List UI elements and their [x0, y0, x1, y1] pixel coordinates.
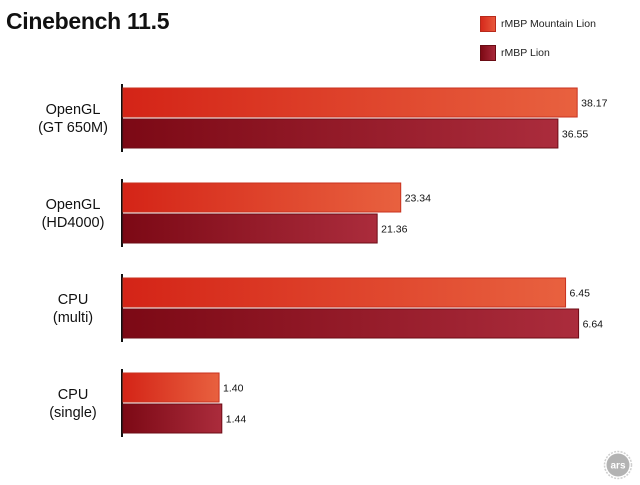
category-label: CPU — [58, 292, 89, 308]
legend-swatch-mountain-lion — [480, 16, 496, 32]
category-label: (single) — [49, 405, 97, 421]
bar-lion — [122, 308, 580, 339]
value-label: 23.34 — [405, 193, 431, 205]
legend-label-mountain-lion: rMBP Mountain Lion — [501, 18, 596, 30]
value-label: 1.44 — [226, 414, 247, 426]
value-label: 1.40 — [223, 383, 244, 395]
chart-title: Cinebench 11.5 — [6, 8, 170, 34]
bar-mountain-lion — [122, 87, 578, 118]
legend: rMBP Mountain Lion rMBP Lion — [480, 16, 596, 74]
legend-swatch-lion — [480, 45, 496, 61]
ars-technica-logo: ars — [603, 450, 633, 480]
category-label: (multi) — [53, 310, 93, 326]
category-label: (GT 650M) — [38, 120, 108, 136]
bar-lion — [122, 118, 559, 149]
bar-lion — [122, 213, 378, 244]
category-label: (HD4000) — [42, 215, 105, 231]
category-label: CPU — [58, 387, 89, 403]
svg-text:ars: ars — [610, 461, 625, 472]
bar-lion — [122, 403, 223, 434]
value-label: 6.45 — [570, 288, 591, 300]
legend-item-mountain-lion: rMBP Mountain Lion — [480, 16, 596, 32]
value-label: 21.36 — [381, 224, 407, 236]
legend-label-lion: rMBP Lion — [501, 47, 550, 59]
value-label: 38.17 — [581, 98, 607, 110]
bar-mountain-lion — [122, 182, 402, 213]
bar-mountain-lion — [122, 372, 220, 403]
category-label: OpenGL — [46, 102, 101, 118]
value-label: 36.55 — [562, 129, 588, 141]
value-label: 6.64 — [583, 319, 604, 331]
bar-mountain-lion — [122, 277, 567, 308]
legend-item-lion: rMBP Lion — [480, 45, 596, 61]
category-label: OpenGL — [46, 197, 101, 213]
